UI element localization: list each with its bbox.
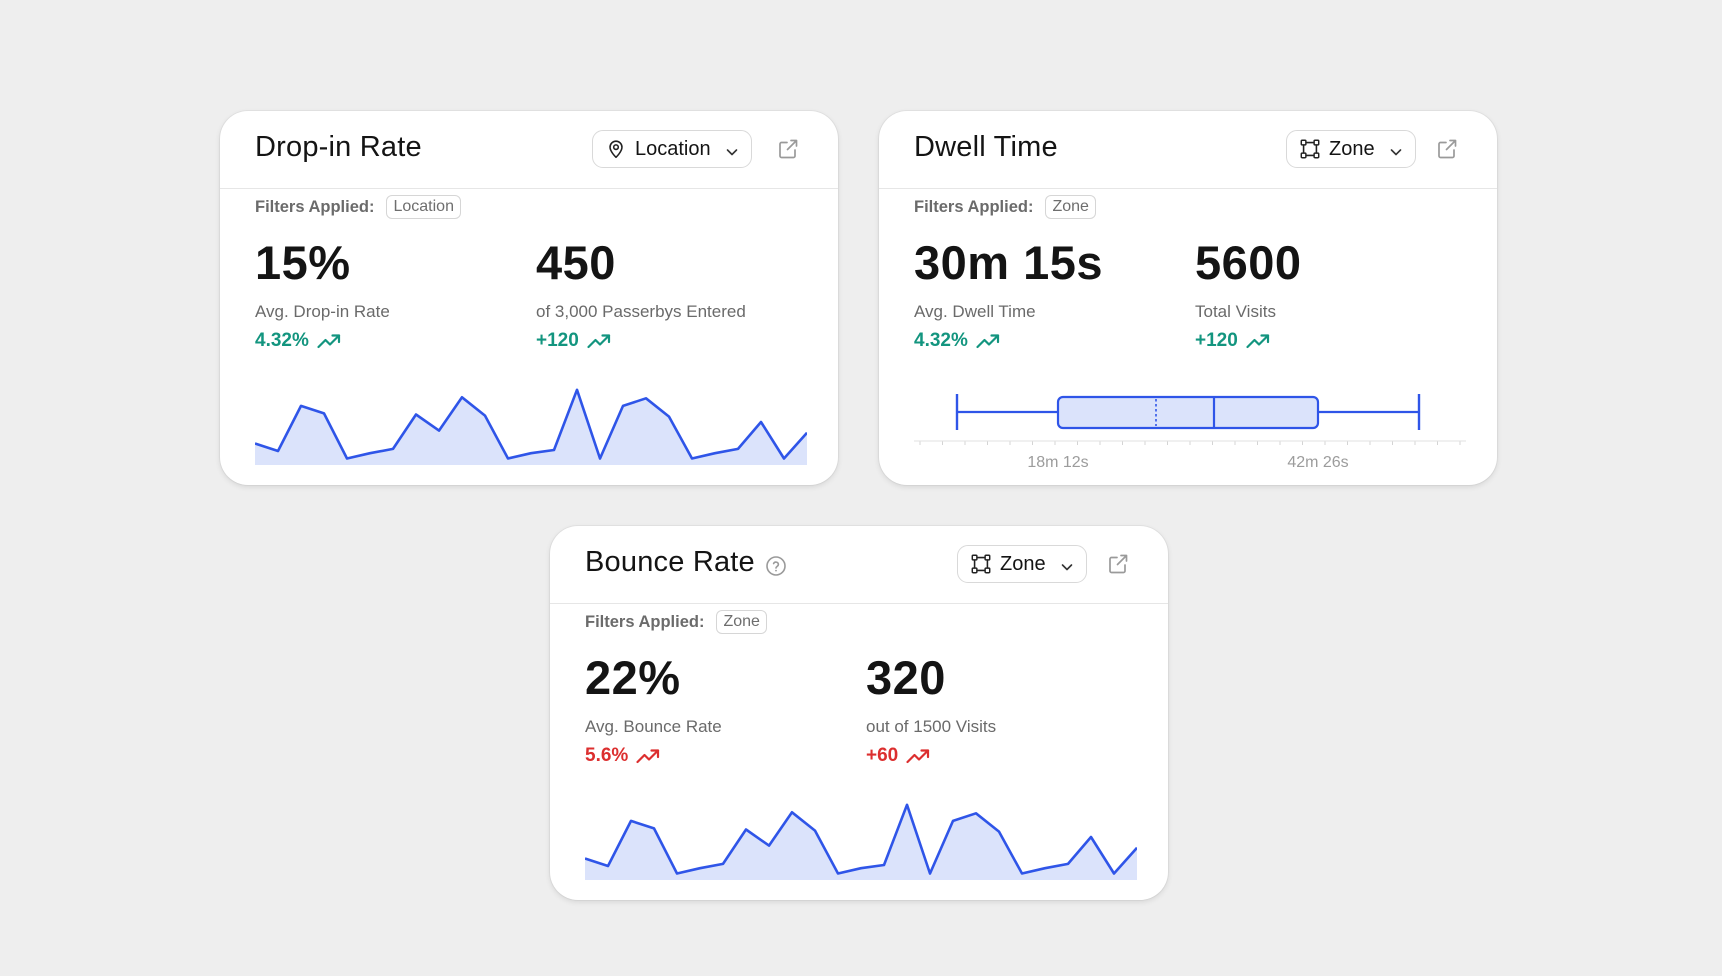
chevron-down-icon (1060, 557, 1074, 571)
metric-label: Avg. Bounce Rate (585, 717, 722, 736)
filter-chip[interactable]: Zone (1045, 195, 1096, 219)
metric-primary: 22% Avg. Bounce Rate 5.6% (585, 654, 722, 767)
card-header: Bounce Rate Zone (550, 526, 1168, 604)
filter-chip[interactable]: Location (386, 195, 461, 219)
external-link-icon[interactable] (1435, 137, 1459, 161)
location-dropdown[interactable]: Location (592, 130, 752, 168)
trend-up-icon (976, 333, 1002, 349)
metric-value: 450 (536, 236, 616, 289)
delta-value: 4.32% (255, 330, 309, 351)
metric-secondary: 5600 Total Visits +120 (1195, 239, 1302, 352)
trend-up-icon (587, 333, 613, 349)
metric-value: 320 (866, 651, 946, 704)
metric-label: of 3,000 Passerbys Entered (536, 302, 746, 321)
card-header: Drop-in Rate Location (220, 111, 838, 189)
external-link-icon[interactable] (776, 137, 800, 161)
card-title-text: Drop-in Rate (255, 131, 422, 163)
sparkline-area (585, 804, 1137, 880)
filters-applied: Filters Applied: Location (255, 195, 461, 219)
dropdown-label: Zone (1000, 552, 1046, 575)
filters-label: Filters Applied: (255, 197, 375, 216)
card-title: Drop-in Rate (255, 131, 422, 164)
delta-value: +120 (536, 330, 579, 351)
metric-value: 30m 15s (914, 236, 1104, 289)
card-title: Bounce Rate (585, 546, 787, 579)
delta-value: 4.32% (914, 330, 968, 351)
delta-value: +120 (1195, 330, 1238, 351)
metric-delta: +120 (1195, 330, 1302, 352)
filters-label: Filters Applied: (914, 197, 1034, 216)
dropdown-label: Location (635, 137, 711, 160)
trend-up-icon (636, 748, 662, 764)
chevron-down-icon (725, 142, 739, 156)
zone-dropdown[interactable]: Zone (957, 545, 1087, 583)
chevron-down-icon (1389, 142, 1403, 156)
metric-delta: 5.6% (585, 745, 722, 767)
metric-delta: +60 (866, 745, 996, 767)
boxplot-tick-label: 18m 12s (1027, 454, 1088, 471)
metric-secondary: 450 of 3,000 Passerbys Entered +120 (536, 239, 746, 352)
card-title: Dwell Time (914, 131, 1058, 164)
sparkline-area (255, 389, 807, 465)
external-link-icon[interactable] (1106, 552, 1130, 576)
dwell-time-boxplot: 18m 12s 42m 26s (914, 394, 1466, 471)
metric-label: Avg. Dwell Time (914, 302, 1036, 321)
metric-secondary: 320 out of 1500 Visits +60 (866, 654, 996, 767)
help-circle-icon[interactable] (765, 552, 787, 576)
metric-value: 15% (255, 236, 351, 289)
filters-label: Filters Applied: (585, 612, 705, 631)
metric-delta: +120 (536, 330, 746, 352)
bounce-rate-sparkline (585, 803, 1137, 880)
drop-in-rate-sparkline (255, 388, 807, 465)
dwell-time-card: Dwell Time Zone Filters Applied: Zone 30… (879, 111, 1497, 485)
trend-up-icon (317, 333, 343, 349)
card-title-text: Bounce Rate (585, 546, 755, 578)
boxplot-box (1056, 395, 1320, 430)
metric-primary: 15% Avg. Drop-in Rate 4.32% (255, 239, 390, 352)
dropdown-label: Zone (1329, 137, 1375, 160)
metric-value: 5600 (1195, 236, 1302, 289)
metric-primary: 30m 15s Avg. Dwell Time 4.32% (914, 239, 1103, 352)
zone-polygon-icon (1299, 138, 1321, 160)
delta-value: +60 (866, 745, 899, 766)
metric-label: out of 1500 Visits (866, 717, 997, 736)
metric-delta: 4.32% (914, 330, 1103, 352)
metric-delta: 4.32% (255, 330, 390, 352)
card-header: Dwell Time Zone (879, 111, 1497, 189)
zone-dropdown[interactable]: Zone (1286, 130, 1416, 168)
drop-in-rate-card: Drop-in Rate Location Filters Applied: L… (220, 111, 838, 485)
filter-chip[interactable]: Zone (716, 610, 767, 634)
zone-polygon-icon (970, 553, 992, 575)
bounce-rate-card: Bounce Rate Zone Filters Applied: Zone 2… (550, 526, 1168, 900)
filters-applied: Filters Applied: Zone (914, 195, 1096, 219)
metric-label: Total Visits (1195, 302, 1276, 321)
delta-value: 5.6% (585, 745, 629, 766)
metric-value: 22% (585, 651, 681, 704)
metric-label: Avg. Drop-in Rate (255, 302, 390, 321)
trend-up-icon (1246, 333, 1272, 349)
trend-up-icon (906, 748, 932, 764)
card-title-text: Dwell Time (914, 131, 1058, 163)
boxplot-tick-label: 42m 26s (1287, 454, 1348, 471)
boxplot-axis-ticks (919, 441, 1461, 445)
filters-applied: Filters Applied: Zone (585, 610, 767, 634)
location-pin-icon (605, 138, 627, 160)
